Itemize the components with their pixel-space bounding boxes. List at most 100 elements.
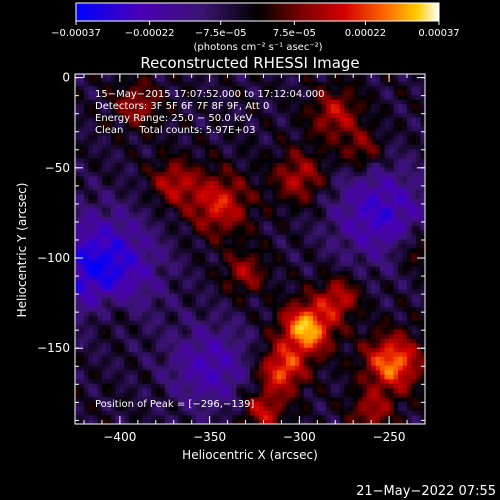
heatmap-cell — [169, 333, 175, 339]
heatmap-cell — [115, 184, 121, 190]
heatmap-cell — [128, 175, 134, 181]
heatmap-cell — [294, 387, 300, 393]
heatmap-cell — [294, 175, 300, 181]
heatmap-cell — [200, 243, 206, 249]
heatmap-cell — [106, 297, 112, 303]
heatmap-cell — [83, 108, 89, 114]
heatmap-cell — [353, 157, 359, 163]
heatmap-cell — [106, 243, 112, 249]
heatmap-cell — [312, 166, 318, 172]
heatmap-cell — [173, 130, 179, 136]
heatmap-cell — [227, 157, 233, 163]
heatmap-cell — [137, 162, 143, 168]
heatmap-cell — [294, 270, 300, 276]
heatmap-cell — [223, 130, 228, 136]
heatmap-cell — [299, 207, 305, 213]
heatmap-cell — [200, 171, 206, 177]
heatmap-cell — [110, 275, 116, 281]
heatmap-cell — [303, 74, 309, 78]
heatmap-cell — [267, 234, 273, 240]
heatmap-cell — [110, 248, 116, 254]
heatmap-cell — [151, 410, 157, 416]
heatmap-cell — [88, 121, 94, 127]
heatmap-cell — [214, 270, 219, 276]
heatmap-cell — [281, 202, 287, 208]
heatmap-cell — [146, 320, 152, 326]
heatmap-cell — [169, 189, 175, 195]
heatmap-cell — [258, 311, 264, 317]
heatmap-cell — [146, 81, 152, 87]
heatmap-cell — [75, 193, 80, 199]
heatmap-cell — [258, 103, 264, 109]
heatmap-cell — [250, 387, 255, 393]
heatmap-cell — [128, 401, 134, 407]
heatmap-cell — [339, 144, 345, 150]
heatmap-cell — [196, 401, 202, 407]
heatmap-cell — [164, 221, 170, 226]
heatmap-cell — [254, 387, 260, 393]
heatmap-cell — [308, 162, 314, 168]
heatmap-cell — [272, 243, 278, 249]
heatmap-cell — [191, 351, 197, 357]
heatmap-cell — [88, 112, 94, 118]
heatmap-cell — [335, 112, 341, 118]
heatmap-cell — [344, 324, 350, 330]
heatmap-cell — [241, 369, 246, 375]
heatmap-cell — [119, 329, 125, 335]
heatmap-cell — [101, 288, 107, 294]
heatmap-cell — [119, 74, 125, 78]
heatmap-cell — [146, 135, 152, 141]
heatmap-cell — [272, 347, 278, 353]
heatmap-cell — [335, 243, 341, 249]
heatmap-cell — [142, 126, 148, 132]
heatmap-cell — [79, 243, 85, 249]
heatmap-cell — [263, 112, 269, 118]
heatmap-cell — [348, 166, 354, 172]
heatmap-cell — [339, 193, 345, 199]
heatmap-cell — [299, 157, 305, 163]
heatmap-cell — [281, 284, 287, 290]
heatmap-cell — [151, 405, 157, 411]
heatmap-cell — [232, 414, 237, 420]
heatmap-cell — [241, 297, 246, 303]
heatmap-cell — [200, 270, 206, 276]
heatmap-cell — [160, 369, 166, 375]
heatmap-cell — [214, 85, 219, 91]
heatmap-cell — [272, 139, 278, 145]
heatmap-cell — [160, 239, 166, 244]
heatmap-cell — [160, 184, 166, 190]
heatmap-cell — [110, 108, 116, 114]
heatmap-cell — [106, 157, 112, 163]
heatmap-cell — [182, 252, 188, 258]
heatmap-cell — [124, 356, 130, 362]
heatmap-cell — [97, 117, 103, 123]
heatmap-cell — [317, 202, 323, 208]
heatmap-cell — [160, 279, 166, 285]
heatmap-cell — [294, 365, 300, 371]
heatmap-cell — [258, 234, 264, 240]
heatmap-cell — [187, 144, 193, 150]
heatmap-cell — [137, 117, 143, 123]
heatmap-cell — [128, 378, 134, 384]
heatmap-cell — [258, 166, 264, 172]
heatmap-cell — [106, 121, 112, 127]
heatmap-cell — [178, 162, 184, 168]
heatmap-cell — [245, 171, 251, 177]
heatmap-cell — [263, 139, 269, 145]
heatmap-cell — [357, 279, 363, 285]
heatmap-cell — [285, 130, 291, 136]
heatmap-cell — [142, 202, 148, 208]
heatmap-cell — [110, 338, 116, 344]
heatmap-cell — [245, 212, 251, 217]
heatmap-cell — [110, 252, 116, 258]
heatmap-cell — [205, 378, 211, 384]
heatmap-cell — [196, 414, 202, 420]
heatmap-cell — [353, 279, 359, 285]
heatmap-cell — [335, 347, 341, 353]
heatmap-cell — [276, 311, 282, 317]
heatmap-cell — [263, 81, 269, 87]
heatmap-cell — [200, 221, 206, 226]
heatmap-cell — [88, 266, 94, 272]
heatmap-cell — [344, 74, 350, 78]
heatmap-cell — [200, 207, 206, 213]
